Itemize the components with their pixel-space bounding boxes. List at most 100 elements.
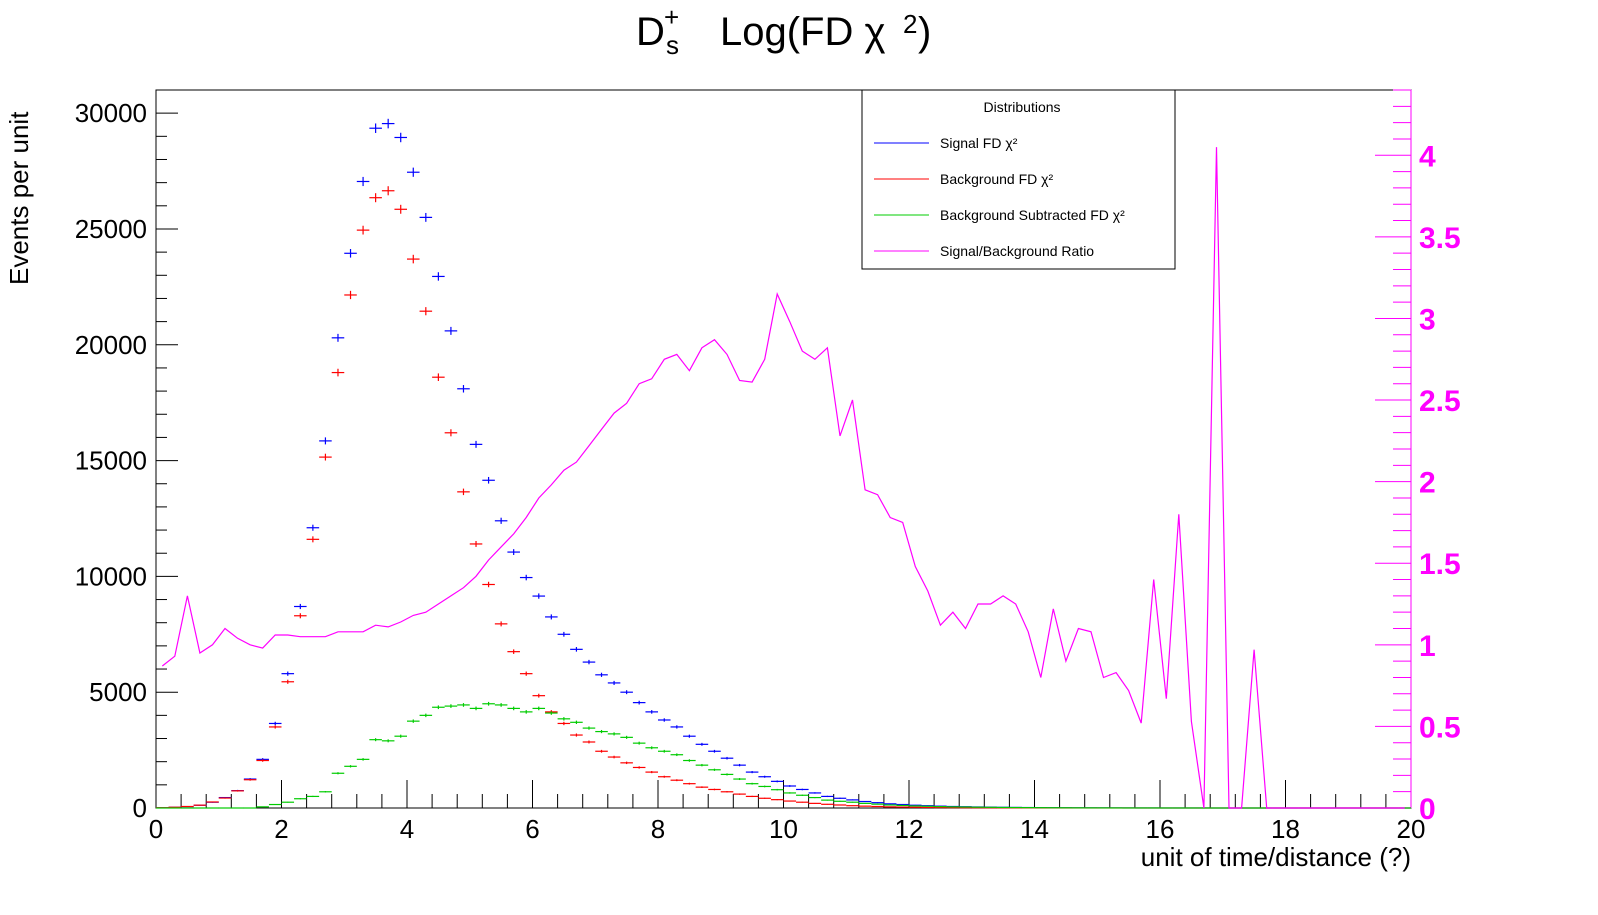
background-point (331, 368, 345, 377)
subtracted-point (432, 705, 445, 710)
signal-point (557, 631, 571, 637)
subtracted-point (331, 772, 345, 775)
background-point (231, 790, 244, 792)
subtracted-point (369, 738, 382, 742)
subtracted-point (783, 792, 797, 794)
signal-point (407, 167, 420, 177)
title-particle-superscript: + (664, 2, 679, 32)
signal-point (469, 440, 483, 448)
background-point (595, 749, 608, 753)
background-point (645, 771, 658, 774)
background-point (783, 800, 797, 802)
background-point (658, 775, 671, 778)
subtracted-point (796, 794, 809, 796)
subtracted-point (871, 803, 884, 805)
signal-point (268, 721, 282, 726)
signal-point (344, 248, 357, 258)
signal-point (683, 734, 696, 738)
x-tick-label: 18 (1271, 814, 1300, 844)
subtracted-point (482, 701, 495, 706)
background-point (607, 755, 621, 759)
y-right-tick-label: 2.5 (1419, 385, 1461, 418)
background-point (570, 733, 583, 737)
background-point (708, 788, 721, 791)
signal-point (494, 517, 508, 524)
subtracted-point (457, 703, 470, 707)
signal-point (808, 792, 822, 794)
subtracted-point (670, 753, 684, 757)
y-left-tick-label: 15000 (75, 446, 147, 476)
y-right-tick-label: 1 (1419, 630, 1436, 663)
background-point (193, 804, 207, 806)
title-main-text: Log(FD χ (720, 10, 886, 54)
signal-point (733, 763, 746, 767)
signal-point (319, 437, 332, 445)
background-point (394, 204, 407, 214)
background-point (846, 805, 859, 807)
signal-point (294, 603, 307, 610)
legend-label-background: Background FD χ² (940, 171, 1054, 187)
signal-point (770, 780, 784, 783)
subtracted-point (469, 706, 483, 711)
background-point (796, 801, 809, 803)
subtracted-point (896, 804, 909, 807)
subtracted-point (720, 773, 734, 776)
subtracted-point (645, 746, 658, 750)
title-particle-subscript: s (666, 30, 679, 60)
subtracted-point (557, 717, 571, 721)
subtracted-point (319, 791, 332, 793)
background-point (770, 799, 784, 801)
signal-point (532, 593, 546, 599)
signal-point (595, 672, 608, 677)
background-point (808, 802, 822, 804)
background-point (720, 791, 734, 793)
legend-label-signal: Signal FD χ² (940, 135, 1018, 151)
background-point (206, 801, 219, 803)
x-axis-label: unit of time/distance (?) (1141, 842, 1411, 872)
marks-layer (156, 118, 1411, 809)
signal-point (582, 659, 596, 665)
ratio-line (161, 147, 1405, 809)
subtracted-point (695, 763, 709, 767)
background-point (457, 488, 470, 496)
subtracted-point (407, 719, 420, 723)
background-point (294, 613, 307, 619)
signal-point (758, 775, 771, 778)
background-point (356, 225, 370, 235)
y-left-tick-label: 25000 (75, 214, 147, 244)
subtracted-point (658, 749, 671, 753)
x-tick-label: 10 (769, 814, 798, 844)
signal-point (796, 788, 809, 791)
background-point (344, 290, 357, 300)
subtracted-point (582, 726, 596, 730)
subtracted-point (595, 729, 608, 734)
background-point (494, 621, 508, 627)
signal-point (381, 118, 395, 129)
y-right-tick-label: 3 (1419, 303, 1436, 336)
chart-title: D + s Log(FD χ 2 ) (636, 2, 931, 60)
subtracted-point (733, 778, 746, 781)
background-point (369, 193, 382, 203)
y-right-tick-label: 0.5 (1419, 711, 1461, 744)
subtracted-point (356, 758, 370, 761)
legend-title: Distributions (983, 99, 1060, 115)
y-left-tick-label: 0 (133, 793, 147, 823)
subtracted-point (607, 732, 621, 736)
y-right-tick-label: 0 (1419, 793, 1436, 826)
subtracted-point (294, 798, 307, 800)
background-point (582, 740, 596, 744)
background-point (670, 779, 684, 782)
signal-point (658, 718, 671, 722)
signal-point (871, 802, 884, 804)
x-tick-label: 20 (1397, 814, 1426, 844)
legend-label-ratio: Signal/Background Ratio (940, 243, 1094, 259)
x-tick-label: 4 (400, 814, 414, 844)
subtracted-point (532, 706, 546, 711)
signal-point (695, 742, 709, 746)
signal-point (369, 123, 382, 133)
subtracted-point (683, 759, 696, 762)
y-left-tick-label: 30000 (75, 98, 147, 128)
background-point (319, 453, 332, 461)
subtracted-point (494, 703, 508, 707)
